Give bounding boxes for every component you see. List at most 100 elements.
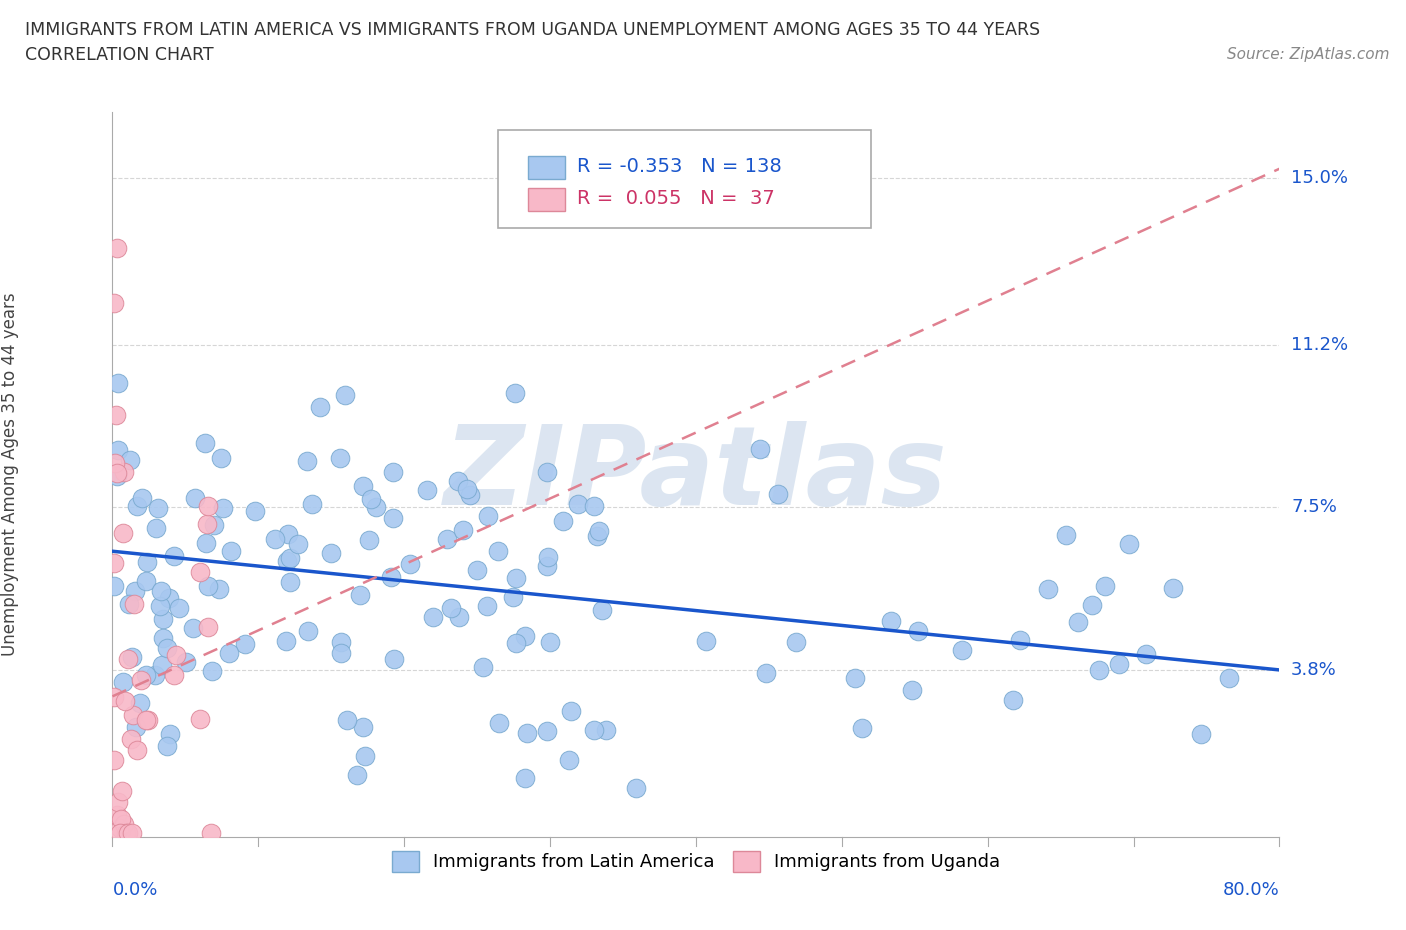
Point [107, 469, 129, 484]
Point [353, 749, 375, 764]
Text: 3.8%: 3.8% [1291, 661, 1337, 679]
FancyBboxPatch shape [498, 130, 872, 228]
Point [105, 241, 128, 256]
Point [103, 752, 125, 767]
Text: Unemployment Among Ages 35 to 44 years: Unemployment Among Ages 35 to 44 years [1, 293, 20, 656]
Point [1118, 537, 1140, 551]
Text: IMMIGRANTS FROM LATIN AMERICA VS IMMIGRANTS FROM UGANDA UNEMPLOYMENT AMONG AGES : IMMIGRANTS FROM LATIN AMERICA VS IMMIGRA… [25, 21, 1040, 39]
Point [352, 720, 374, 735]
Text: 0.0%: 0.0% [112, 881, 157, 899]
Point [278, 551, 301, 565]
Point [110, 812, 132, 827]
Point [1189, 726, 1212, 741]
Point [122, 596, 145, 611]
Point [1010, 632, 1032, 647]
Point [477, 509, 499, 524]
Point [103, 579, 125, 594]
Point [195, 536, 218, 551]
Point [157, 591, 180, 606]
Point [107, 376, 129, 391]
Point [513, 771, 536, 786]
Point [1067, 615, 1090, 630]
Point [505, 571, 527, 586]
Point [105, 807, 128, 822]
Point [112, 465, 135, 480]
Point [124, 584, 146, 599]
Point [447, 473, 470, 488]
Point [748, 442, 770, 457]
Point [112, 817, 135, 831]
Point [145, 521, 167, 536]
Point [212, 500, 235, 515]
Point [135, 712, 157, 727]
Point [536, 724, 558, 738]
Point [588, 524, 610, 538]
Point [1001, 692, 1024, 707]
Point [200, 825, 222, 840]
Point [447, 610, 470, 625]
Point [104, 456, 127, 471]
Point [515, 629, 537, 644]
Point [118, 597, 141, 612]
Point [785, 634, 807, 649]
Point [188, 712, 211, 727]
Point [380, 570, 402, 585]
Text: R =  0.055   N =  37: R = 0.055 N = 37 [576, 189, 775, 208]
Point [121, 825, 143, 840]
Point [117, 651, 139, 666]
Point [111, 674, 134, 689]
Point [329, 450, 352, 465]
Point [107, 443, 129, 458]
Point [276, 553, 298, 568]
Point [122, 708, 145, 723]
Text: 80.0%: 80.0% [1223, 881, 1279, 899]
Point [364, 499, 387, 514]
Point [1108, 657, 1130, 671]
FancyBboxPatch shape [527, 188, 565, 211]
Point [152, 631, 174, 645]
Point [159, 727, 181, 742]
Point [169, 601, 191, 616]
Point [111, 525, 134, 540]
Text: ZIPatlas: ZIPatlas [444, 420, 948, 528]
Point [197, 578, 219, 593]
Point [105, 408, 128, 423]
Text: 11.2%: 11.2% [1291, 336, 1348, 353]
Point [591, 603, 613, 618]
Point [537, 550, 560, 565]
Point [127, 499, 149, 514]
Point [309, 399, 332, 414]
Point [456, 482, 478, 497]
Point [585, 528, 607, 543]
Point [197, 498, 219, 513]
Point [1094, 578, 1116, 593]
Point [382, 511, 405, 525]
Point [208, 582, 231, 597]
Point [321, 546, 343, 561]
Point [150, 658, 173, 672]
Point [276, 634, 298, 649]
Point [209, 450, 232, 465]
Point [582, 498, 605, 513]
Point [486, 543, 509, 558]
Point [103, 555, 125, 570]
Point [181, 620, 204, 635]
FancyBboxPatch shape [527, 156, 565, 179]
Point [357, 533, 380, 548]
Point [118, 452, 141, 467]
Point [595, 722, 617, 737]
Point [560, 704, 582, 719]
Point [149, 598, 172, 613]
Point [460, 488, 482, 503]
Point [263, 531, 285, 546]
Point [155, 738, 177, 753]
Point [451, 522, 474, 537]
Point [163, 668, 186, 683]
Point [163, 549, 186, 564]
Point [352, 479, 374, 494]
Point [148, 500, 170, 515]
Point [440, 600, 463, 615]
Point [129, 695, 152, 710]
Text: CORRELATION CHART: CORRELATION CHART [25, 46, 214, 64]
Point [129, 673, 152, 688]
